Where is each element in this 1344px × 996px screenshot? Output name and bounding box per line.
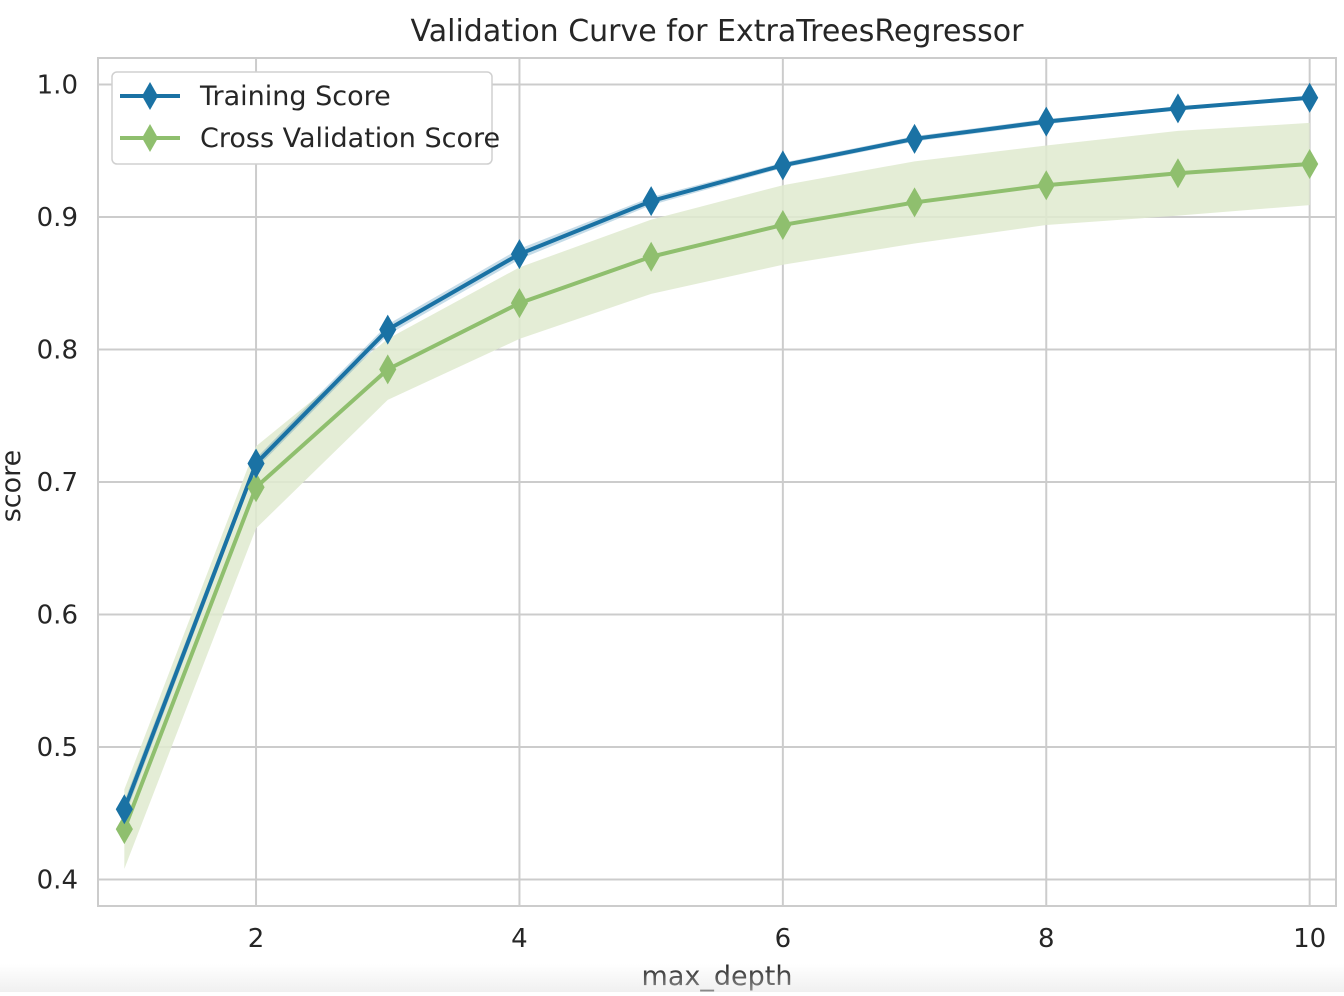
point-cross-validation-score — [642, 241, 660, 272]
x-tick-label: 2 — [248, 924, 265, 954]
point-cross-validation-score — [1301, 148, 1319, 180]
point-training-score — [510, 239, 529, 270]
point-cross-validation-score — [247, 472, 265, 503]
point-training-score — [642, 186, 660, 217]
x-tick-label: 4 — [511, 924, 528, 954]
point-training-score — [1169, 93, 1187, 124]
point-training-score — [115, 794, 133, 825]
x-axis-label: max_depth — [642, 961, 793, 992]
point-training-score — [247, 448, 265, 479]
point-cross-validation-score — [1037, 170, 1055, 201]
series-lines — [122, 95, 1310, 830]
point-training-score — [774, 150, 792, 181]
x-tick-label: 10 — [1293, 924, 1326, 954]
y-tick-label: 0.7 — [37, 468, 78, 498]
legend-label-training-score: Training Score — [199, 81, 391, 112]
x-tick-label: 6 — [775, 924, 792, 954]
line-cross-validation-score — [122, 162, 1310, 830]
band-cross-validation-score — [124, 122, 1310, 869]
point-training-score — [379, 314, 397, 345]
chart-title: Validation Curve for ExtraTreesRegressor — [411, 14, 1025, 49]
legend-label-cross-validation-score: Cross Validation Score — [200, 123, 500, 154]
score-bands — [124, 96, 1310, 869]
series-markers — [115, 82, 1319, 845]
legend-box — [111, 71, 493, 165]
point-cross-validation-score — [379, 354, 397, 385]
point-cross-validation-score — [774, 209, 792, 240]
point-training-score — [1301, 82, 1319, 113]
legend-item-training-score: Training Score — [120, 81, 391, 112]
y-axis-label: score — [0, 450, 27, 523]
point-cross-validation-score — [115, 814, 133, 845]
y-tick-label: 0.6 — [37, 601, 78, 631]
point-cross-validation-score — [905, 187, 924, 218]
y-tick-label: 0.9 — [37, 203, 78, 233]
y-tick-label: 0.8 — [37, 336, 78, 366]
point-training-score — [905, 123, 924, 154]
legend: Training Score Cross Validation Score — [111, 71, 500, 165]
legend-marker-cross-validation-score — [142, 124, 158, 152]
line-training-score — [122, 95, 1310, 810]
tick-labels: 2 4 6 8 10 0.4 0.5 0.6 0.7 0.8 0.9 1.0 — [37, 71, 1327, 955]
legend-marker-training-score — [142, 82, 158, 110]
x-tick-label: 8 — [1038, 924, 1055, 954]
y-tick-label: 1.0 — [37, 71, 78, 101]
point-cross-validation-score — [1169, 158, 1187, 189]
legend-item-cross-validation-score: Cross Validation Score — [120, 123, 500, 154]
point-cross-validation-score — [510, 288, 529, 319]
y-tick-label: 0.5 — [37, 733, 78, 763]
point-training-score — [1037, 106, 1055, 137]
y-tick-label: 0.4 — [37, 866, 78, 896]
